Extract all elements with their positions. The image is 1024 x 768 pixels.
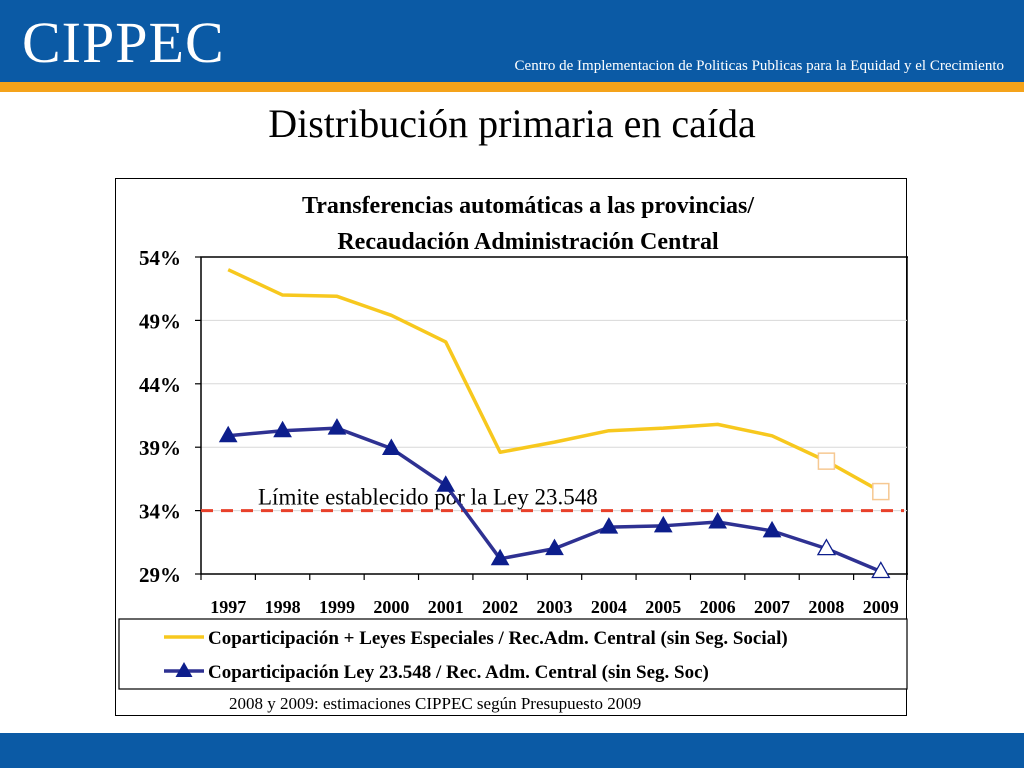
- legend-box: [118, 618, 908, 690]
- series-1-estimate-point: [817, 452, 836, 470]
- chart-title-line1: Transferencias automáticas a las provinc…: [302, 193, 754, 219]
- chart-footnote: 2008 y 2009: estimaciones CIPPEC según P…: [229, 694, 641, 713]
- legend-marker-series-2: [175, 662, 193, 677]
- x-tick-label: 2008: [808, 597, 844, 617]
- limit-line-label: Límite establecido por la Ley 23.548: [258, 485, 598, 510]
- series-2-point: [490, 548, 510, 566]
- legend-label-series-2: Coparticipación Ley 23.548 / Rec. Adm. C…: [208, 662, 709, 683]
- series-2-point: [653, 515, 673, 533]
- line-chart: Transferencias automáticas a las provinc…: [118, 193, 908, 713]
- header-tagline: Centro de Implementacion de Politicas Pu…: [514, 58, 1004, 74]
- x-tick-label: 2003: [537, 597, 573, 617]
- series-2-point: [327, 418, 347, 435]
- y-tick-label: 39%: [139, 436, 181, 460]
- series-line-coparticipacion-leyes-especiales: [227, 268, 882, 494]
- series-2-estimate-point: [871, 561, 891, 579]
- y-tick-label: 44%: [139, 373, 181, 397]
- series-1-estimate-point: [872, 482, 890, 501]
- series-2-estimate-point: [816, 538, 837, 556]
- series-2-point: [762, 520, 782, 538]
- y-tick-label: 49%: [139, 309, 181, 333]
- series-2-point: [273, 420, 292, 438]
- x-tick-label: 1998: [265, 597, 301, 617]
- series-2-point: [708, 511, 728, 529]
- x-tick-label: 2002: [482, 597, 518, 617]
- header-bar: CIPPEC Centro de Implementacion de Polit…: [0, 0, 1024, 82]
- x-tick-label: 2006: [700, 597, 736, 617]
- y-tick-label: 29%: [139, 563, 181, 587]
- series-2-point: [545, 538, 564, 556]
- plot-area-border: [200, 256, 908, 575]
- y-tick-label: 34%: [139, 500, 181, 524]
- x-tick-label: 2007: [754, 597, 790, 617]
- x-tick-label: 2000: [373, 597, 409, 617]
- series-2-point: [599, 517, 619, 534]
- slide-title: Distribución primaria en caída: [268, 101, 756, 146]
- header-accent-stripe: [0, 82, 1024, 92]
- x-tick-label: 1999: [319, 597, 355, 617]
- cippec-logo: CIPPEC: [22, 10, 225, 75]
- x-tick-label: 1997: [210, 597, 246, 617]
- series-2-point: [218, 425, 238, 443]
- x-tick-label: 2005: [645, 597, 681, 617]
- chart-frame: Transferencias automáticas a las provinc…: [115, 178, 908, 716]
- footer-bar: [0, 733, 1024, 768]
- legend-label-series-1: Coparticipación + Leyes Especiales / Rec…: [208, 628, 788, 649]
- series-2-point: [436, 475, 456, 492]
- x-tick-label: 2004: [591, 597, 627, 617]
- y-tick-label: 54%: [139, 246, 181, 270]
- x-tick-label: 2001: [428, 597, 464, 617]
- chart-title-line2: Recaudación Administración Central: [337, 229, 719, 255]
- x-tick-label: 2009: [863, 597, 899, 617]
- series-2-point: [381, 438, 401, 455]
